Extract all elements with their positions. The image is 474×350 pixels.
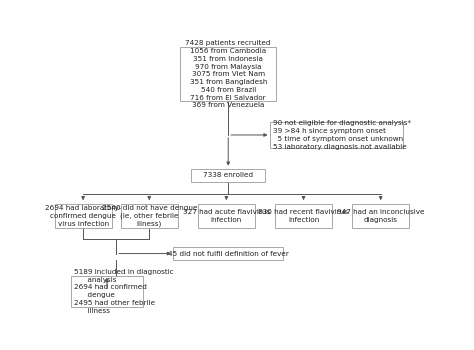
FancyBboxPatch shape — [55, 204, 111, 228]
FancyBboxPatch shape — [198, 204, 255, 228]
Text: 947 had an inconclusive
diagnosis: 947 had an inconclusive diagnosis — [337, 209, 424, 223]
Text: 7338 enrolled: 7338 enrolled — [203, 173, 253, 179]
Text: 5189 included in diagnostic
      analysis
2694 had confirmed
      dengue
2495 : 5189 included in diagnostic analysis 269… — [74, 269, 174, 314]
FancyBboxPatch shape — [71, 276, 143, 307]
FancyBboxPatch shape — [121, 204, 178, 228]
FancyBboxPatch shape — [275, 204, 332, 228]
Text: 830 had recent flavivirus
infection: 830 had recent flavivirus infection — [258, 209, 348, 223]
FancyBboxPatch shape — [352, 204, 409, 228]
Text: 327 had acute flavivirus
infection: 327 had acute flavivirus infection — [183, 209, 270, 223]
Text: 7428 patients recruited
1056 from Cambodia
351 from Indonesia
970 from Malaysia
: 7428 patients recruited 1056 from Cambod… — [185, 40, 271, 108]
Text: 2540 did not have dengue
(ie, other febrile
illness): 2540 did not have dengue (ie, other febr… — [101, 205, 197, 227]
FancyBboxPatch shape — [173, 247, 283, 260]
Text: 2694 had laboratory-
confirmed dengue
virus infection: 2694 had laboratory- confirmed dengue vi… — [45, 205, 121, 226]
FancyBboxPatch shape — [181, 47, 276, 101]
FancyBboxPatch shape — [271, 121, 403, 148]
FancyBboxPatch shape — [191, 169, 265, 182]
Text: 90 not eligible for diagnostic analysis*
39 >84 h since symptom onset
  5 time o: 90 not eligible for diagnostic analysis*… — [273, 120, 411, 149]
Text: 45 did not fulfil definition of fever: 45 did not fulfil definition of fever — [168, 251, 289, 257]
